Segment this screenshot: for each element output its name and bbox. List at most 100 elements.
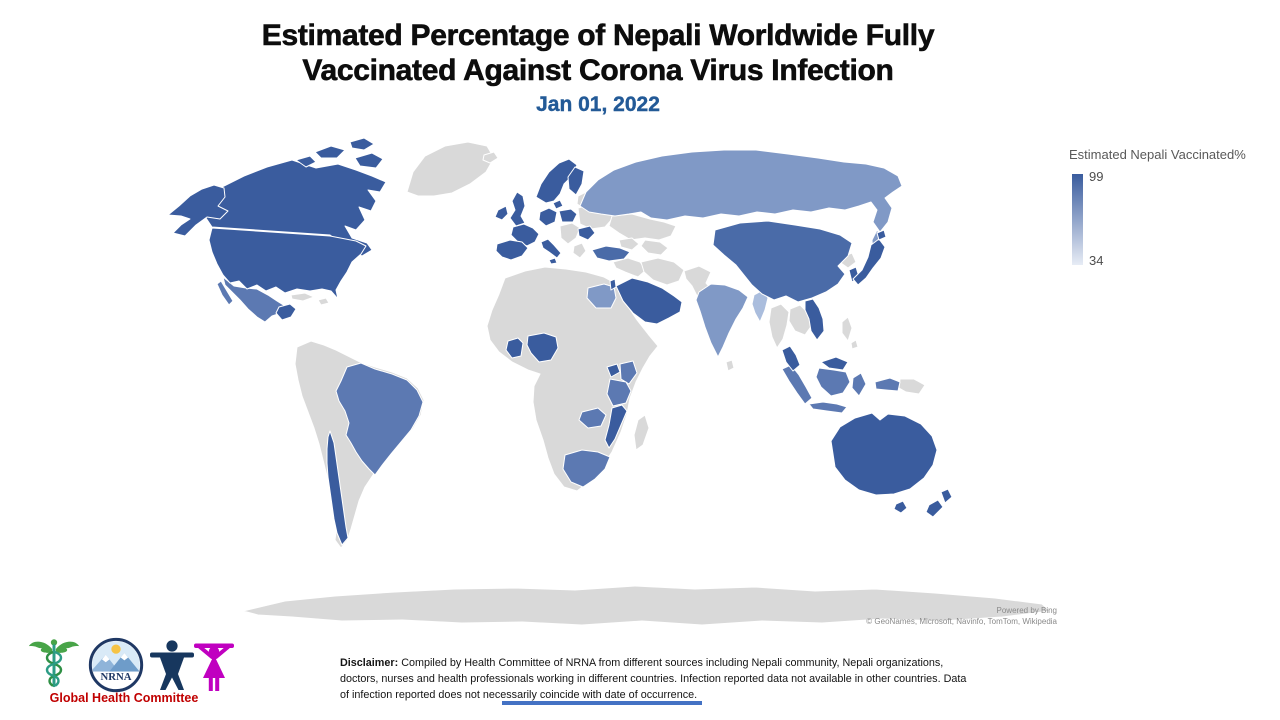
country-guatemala — [275, 303, 297, 321]
country-australia-tasmania — [893, 500, 908, 514]
country-nigeria — [526, 332, 559, 363]
country-canada-arctic-2 — [349, 137, 375, 151]
caduceus-knob — [50, 639, 58, 646]
country-philippines-south — [850, 339, 859, 350]
male-figure-icon — [150, 640, 194, 690]
country-usa — [208, 227, 367, 300]
country-turkey — [591, 245, 631, 262]
country-romania — [577, 225, 596, 241]
nrna-mountain-right — [108, 652, 140, 673]
country-denmark — [552, 199, 564, 210]
country-ireland — [494, 205, 509, 221]
nrna-label: NRNA — [101, 671, 132, 683]
country-italy — [540, 238, 562, 259]
title-block: Estimated Percentage of Nepali Worldwide… — [0, 18, 1196, 117]
country-kazakhstan — [608, 213, 677, 241]
country-canada-arctic-3 — [295, 155, 317, 168]
country-south-africa — [562, 449, 611, 488]
nrna-banner — [92, 671, 140, 682]
country-tanzania — [606, 378, 632, 407]
country-italy-sicily — [548, 257, 558, 265]
country-indonesia-java — [808, 401, 848, 414]
title-date: Jan 01, 2022 — [536, 92, 660, 116]
country-mozambique — [604, 404, 628, 449]
region-levant-iraq — [612, 257, 647, 278]
country-thailand — [768, 303, 790, 349]
decorative-blue-bar — [502, 701, 702, 705]
world-map — [167, 137, 1051, 626]
country-canada — [195, 159, 387, 257]
legend-min-value: 34 — [1089, 253, 1104, 268]
country-finland — [567, 166, 585, 196]
caduceus-icon — [28, 639, 80, 688]
country-spain-portugal — [495, 239, 529, 261]
region-central-asia — [640, 239, 669, 256]
region-balkans — [559, 222, 581, 245]
country-greenland — [406, 141, 495, 197]
country-uk — [509, 191, 526, 227]
caduceus-snake-left — [45, 650, 63, 687]
nrna-logo: NRNA — [88, 637, 144, 693]
country-usa-alaska — [167, 184, 229, 237]
country-iceland — [482, 151, 499, 164]
disclaimer-text: Disclaimer: Compiled by Health Committee… — [340, 655, 972, 704]
page-title-line2: Vaccinated Against Corona Virus Infectio… — [302, 54, 894, 88]
caduceus-left-wing — [28, 641, 53, 653]
country-france — [510, 223, 540, 247]
country-japan-hokkaido — [876, 229, 887, 241]
legend-max-value: 99 — [1089, 169, 1104, 184]
country-japan — [852, 238, 886, 286]
page-title-line1: Estimated Percentage of Nepali Worldwide… — [261, 19, 935, 53]
nrna-sun — [111, 644, 121, 654]
country-poland — [558, 208, 578, 223]
country-uganda — [606, 363, 621, 378]
attribution-powered-by: Powered by Bing — [996, 606, 1057, 615]
country-ghana — [505, 337, 524, 359]
committee-label: Global Health Committee — [49, 691, 199, 705]
country-zambia — [578, 407, 607, 429]
country-new-zealand-south — [925, 499, 944, 518]
country-madagascar — [633, 414, 650, 451]
region-antarctica — [242, 585, 1051, 626]
country-greece — [572, 242, 587, 259]
country-chile — [326, 430, 349, 546]
nrna-mountain-right-snow — [120, 652, 129, 661]
country-canada-baffin — [354, 152, 384, 169]
legend-title: Estimated Nepali Vaccinated% — [1069, 147, 1246, 162]
country-india — [695, 283, 749, 358]
country-china — [712, 220, 853, 303]
country-egypt — [586, 283, 617, 309]
legend-gradient-bar — [1072, 174, 1083, 265]
caduceus-snake-right — [45, 650, 63, 687]
country-iran — [640, 257, 685, 286]
country-cuba — [290, 292, 315, 302]
country-mexico — [222, 276, 286, 323]
country-malaysia-borneo — [820, 356, 849, 371]
country-indonesia-borneo — [815, 367, 851, 397]
country-canada-arctic-1 — [314, 145, 346, 159]
country-papua-new-guinea — [898, 378, 926, 395]
country-kenya — [619, 360, 638, 385]
country-australia — [830, 412, 938, 496]
country-russia — [579, 149, 903, 233]
country-malaysia — [781, 345, 801, 372]
nrna-mountain-left-snow — [102, 654, 110, 663]
attribution-copyright: © GeoNames, Microsoft, Navinfo, TomTom, … — [866, 616, 1057, 626]
country-hispaniola — [317, 297, 330, 306]
country-vietnam — [804, 298, 825, 341]
country-indonesia-sulawesi — [851, 372, 867, 397]
disclaimer-label: Disclaimer: — [340, 657, 399, 669]
map-attribution: Powered by Bing © GeoNames, Microsoft, N… — [866, 606, 1057, 628]
female-figure-icon — [194, 643, 234, 691]
country-indonesia-sumatra — [781, 364, 813, 405]
country-brazil — [335, 362, 424, 476]
country-mexico-baja — [216, 280, 234, 306]
region-caucasus — [618, 237, 640, 251]
country-new-zealand-north — [940, 488, 953, 504]
disclaimer-body: Compiled by Health Committee of NRNA fro… — [340, 657, 967, 702]
country-indonesia-papua — [874, 377, 901, 392]
country-philippines — [841, 316, 853, 342]
country-srilanka — [725, 359, 735, 372]
country-germany — [538, 207, 558, 227]
